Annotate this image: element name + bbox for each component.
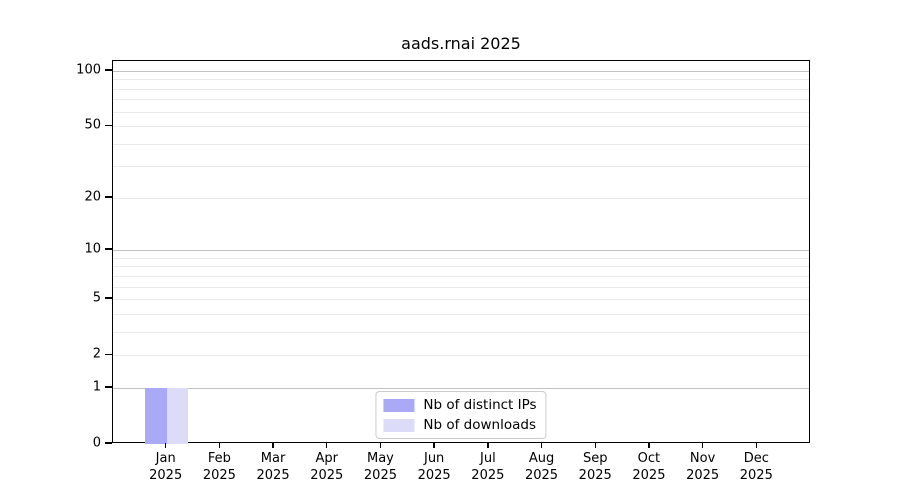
- x-axis-month-year: 2025: [310, 468, 344, 483]
- x-axis-month-year: 2025: [202, 468, 236, 483]
- x-axis-month-year: 2025: [256, 468, 290, 483]
- x-axis-month-year: 2025: [149, 468, 183, 483]
- x-axis-month-name: Jul: [480, 451, 496, 466]
- plot-area: [112, 60, 810, 444]
- gridline-major-1: [113, 387, 809, 389]
- gridline-minor-5: [113, 299, 809, 301]
- y-axis-tick-label-100: 100: [76, 62, 101, 78]
- y-axis-tick-20: [105, 196, 112, 198]
- bar-distinct-ips-jan: [145, 387, 167, 444]
- legend-entry-distinct-ips: Nb of distinct IPs: [383, 397, 537, 413]
- x-axis-month-label-mar: Mar 2025: [241, 450, 305, 484]
- x-axis-month-year: 2025: [578, 468, 612, 483]
- x-axis-month-label-jun: Jun 2025: [402, 450, 466, 484]
- x-axis-month-year: 2025: [686, 468, 720, 483]
- x-axis-month-label-jul: Jul 2025: [456, 450, 520, 484]
- x-axis-month-name: Sep: [582, 451, 608, 466]
- gridline-minor-70: [113, 99, 809, 101]
- gridline-minor-6: [113, 286, 809, 288]
- x-axis-tick-oct: [648, 443, 650, 448]
- x-axis-month-name: Dec: [743, 451, 769, 466]
- x-axis-tick-nov: [701, 443, 704, 448]
- x-axis-month-year: 2025: [632, 468, 666, 483]
- x-axis-tick-dec: [755, 443, 757, 448]
- gridline-minor-4: [113, 313, 809, 315]
- x-axis-month-label-may: May 2025: [348, 450, 412, 484]
- y-axis-tick-label-20: 20: [84, 189, 101, 205]
- x-axis-month-name: Aug: [528, 451, 555, 466]
- x-axis-month-name: Jan: [155, 451, 176, 466]
- x-axis-month-name: Mar: [260, 451, 286, 466]
- x-axis-month-name: Feb: [207, 451, 231, 466]
- gridline-major-10: [113, 250, 809, 252]
- y-axis-tick-10: [105, 248, 112, 250]
- x-axis-tick-jun: [433, 443, 435, 448]
- y-axis-tick-label-2: 2: [92, 346, 101, 362]
- y-axis-tick-0: [105, 442, 112, 444]
- x-axis-month-name: Jun: [423, 451, 445, 466]
- gridline-minor-40: [113, 143, 809, 145]
- gridline-minor-8: [113, 266, 809, 268]
- x-axis-tick-feb: [218, 443, 221, 448]
- gridline-minor-50: [113, 126, 809, 128]
- x-axis-month-year: 2025: [363, 468, 397, 483]
- x-axis-month-label-feb: Feb 2025: [187, 450, 251, 484]
- x-axis-month-year: 2025: [417, 468, 451, 483]
- y-axis-tick-100: [105, 69, 112, 71]
- y-axis-tick-label-50: 50: [84, 117, 101, 133]
- x-axis-month-year: 2025: [524, 468, 559, 483]
- y-axis-tick-50: [105, 124, 112, 126]
- x-axis-month-label-apr: Apr 2025: [295, 450, 359, 484]
- x-axis-tick-jul: [487, 443, 489, 448]
- x-axis-month-label-aug: Aug 2025: [510, 450, 574, 484]
- y-axis-tick-label-10: 10: [84, 241, 101, 257]
- x-axis-tick-mar: [272, 443, 274, 448]
- y-axis-tick-1: [105, 386, 112, 388]
- x-axis-month-label-dec: Dec 2025: [724, 450, 788, 484]
- gridline-minor-90: [113, 79, 809, 81]
- y-axis-tick-label-5: 5: [92, 290, 101, 306]
- x-axis-month-year: 2025: [471, 468, 505, 483]
- legend-swatch-distinct-ips: [383, 398, 415, 412]
- x-axis-month-name: May: [367, 451, 394, 466]
- legend-label-downloads: Nb of downloads: [423, 417, 536, 433]
- legend-swatch-downloads: [383, 418, 415, 432]
- legend-label-distinct-ips: Nb of distinct IPs: [423, 397, 537, 413]
- x-axis-month-name: Oct: [637, 451, 661, 466]
- gridline-minor-3: [113, 331, 809, 333]
- x-axis-tick-apr: [326, 443, 328, 448]
- x-axis-tick-sep: [594, 443, 596, 448]
- x-axis-month-year: 2025: [739, 468, 773, 483]
- y-axis-tick-5: [105, 297, 112, 299]
- x-axis-tick-aug: [540, 443, 543, 448]
- x-axis-month-label-oct: Oct 2025: [617, 450, 681, 484]
- x-axis-month-label-nov: Nov 2025: [671, 450, 735, 484]
- x-axis-month-label-jan: Jan 2025: [134, 450, 198, 484]
- x-axis-month-name: Nov: [689, 451, 716, 466]
- gridline-minor-9: [113, 257, 809, 259]
- y-axis-tick-2: [105, 353, 112, 355]
- gridline-minor-2: [113, 355, 809, 357]
- x-axis-tick-jan: [164, 443, 167, 448]
- legend: Nb of distinct IPs Nb of downloads: [375, 391, 547, 439]
- chart-title: aads.rnai 2025: [401, 34, 521, 53]
- gridline-minor-80: [113, 88, 809, 90]
- gridline-minor-7: [113, 275, 809, 277]
- x-axis-tick-may: [379, 443, 382, 448]
- x-axis-month-label-sep: Sep 2025: [563, 450, 627, 484]
- y-axis-tick-label-0: 0: [92, 435, 101, 451]
- legend-entry-downloads: Nb of downloads: [383, 417, 536, 433]
- bar-downloads-jan: [166, 387, 189, 444]
- gridline-minor-20: [113, 197, 809, 199]
- x-axis-month-name: Apr: [315, 451, 339, 466]
- gridline-minor-30: [113, 166, 809, 168]
- gridline-minor-60: [113, 111, 809, 113]
- y-axis-tick-label-1: 1: [92, 379, 101, 395]
- gridline-major-100: [113, 71, 809, 72]
